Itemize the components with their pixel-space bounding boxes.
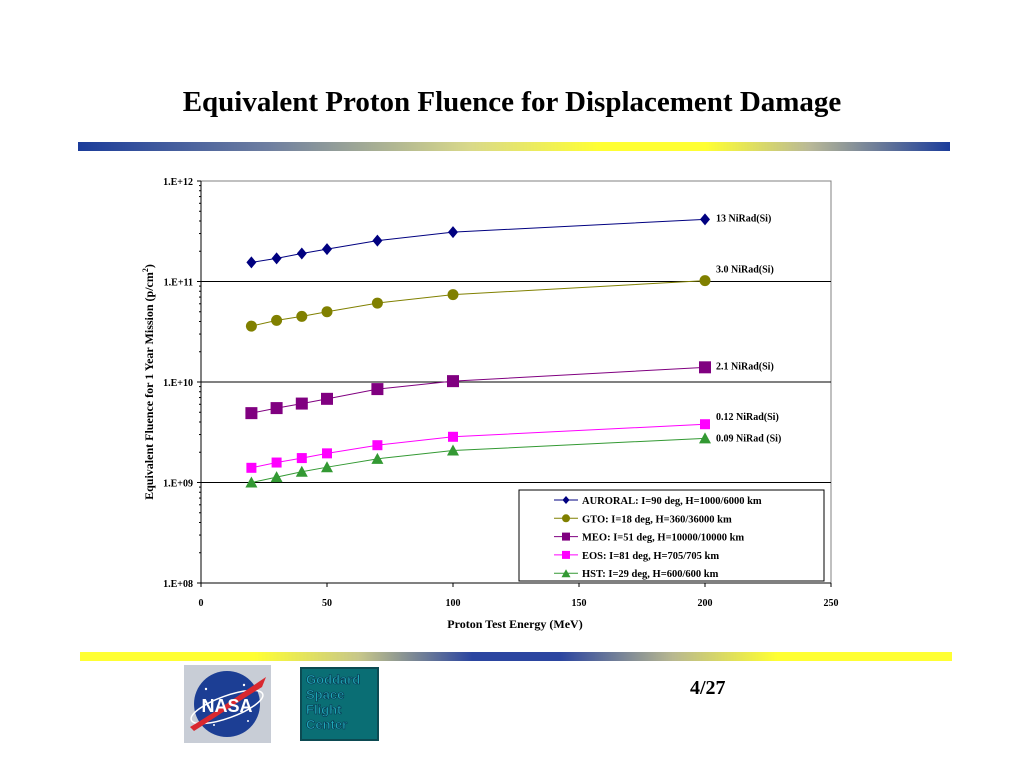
legend-marker	[562, 514, 570, 523]
data-point	[448, 431, 458, 442]
legend-marker	[562, 550, 570, 559]
top-divider-bar	[78, 142, 950, 151]
x-tick-label: 50	[322, 598, 332, 609]
series-line	[251, 280, 706, 327]
y-axis-label: Equivalent Fluence for 1 Year Mission (p…	[141, 264, 156, 500]
series-annotation: 0.09 NiRad (Si)	[716, 433, 781, 444]
series-annotation: 2.1 NiRad(Si)	[716, 361, 774, 372]
data-point	[321, 306, 333, 318]
legend-entry: EOS: I=81 deg, H=705/705 km	[582, 551, 719, 562]
data-point	[699, 361, 711, 374]
legend-entry: HST: I=29 deg, H=600/600 km	[582, 569, 719, 580]
y-tick-label: 1.E+12	[163, 177, 193, 188]
data-point	[700, 419, 710, 430]
x-tick-label: 200	[698, 598, 713, 609]
legend-entry: AURORAL: I=90 deg, H=1000/6000 km	[582, 496, 762, 507]
legend-entry: GTO: I=18 deg, H=360/36000 km	[582, 514, 732, 525]
gsfc-logo: Goddard Space Flight Center	[300, 667, 379, 741]
data-point	[447, 444, 459, 456]
data-point	[372, 234, 383, 247]
series-line	[251, 366, 706, 414]
data-point	[447, 289, 459, 301]
data-point	[295, 465, 308, 477]
gsfc-logo-text: Goddard Space Flight Center	[306, 672, 361, 733]
series-1: 3.0 NiRad(Si)	[245, 265, 774, 332]
nasa-logo-text: NASA	[201, 696, 252, 716]
y-tick-label: 1.E+10	[163, 378, 193, 389]
series-annotation: 3.0 NiRad(Si)	[716, 265, 774, 276]
data-point	[295, 397, 308, 410]
data-point	[371, 297, 383, 309]
data-point	[296, 310, 308, 322]
y-tick-label: 1.E+08	[163, 579, 193, 590]
data-point	[245, 476, 258, 488]
legend: AURORAL: I=90 deg, H=1000/6000 km GTO: I=…	[518, 489, 825, 582]
x-tick-label: 250	[824, 598, 839, 609]
data-point	[321, 461, 333, 473]
data-point	[246, 256, 257, 269]
data-point	[245, 407, 258, 420]
x-tick-label: 100	[446, 598, 461, 609]
legend-entry: MEO: I=51 deg, H=10000/10000 km	[582, 533, 744, 544]
data-point	[296, 247, 307, 260]
data-point	[321, 392, 333, 405]
data-point	[700, 213, 710, 226]
plot-area: 1.E+08 1.E+09 1.E+10 1.E+11 1.E+12 0 50 100 150 2…	[163, 177, 838, 609]
series-0: 13 NiRad(Si)	[246, 213, 771, 269]
data-point	[699, 275, 711, 287]
legend-marker	[561, 569, 571, 578]
x-axis-label: Proton Test Energy (MeV)	[447, 617, 582, 631]
page-number: 4/27	[690, 677, 726, 699]
bottom-divider-bar	[80, 652, 952, 661]
series-line	[251, 423, 706, 469]
series-annotation: 0.12 NiRad(Si)	[716, 412, 779, 423]
y-tick-label: 1.E+11	[164, 278, 193, 289]
y-tick-label: 1.E+09	[163, 479, 193, 490]
data-point	[270, 471, 283, 483]
data-point	[271, 314, 283, 326]
slide-title: Equivalent Proton Fluence for Displaceme…	[182, 86, 842, 118]
legend-marker	[562, 496, 570, 504]
data-point	[699, 432, 711, 444]
data-point	[372, 440, 383, 451]
data-point	[371, 383, 384, 396]
data-point	[271, 457, 282, 468]
series-2: 2.1 NiRad(Si)	[245, 361, 774, 420]
x-tick-label: 150	[572, 598, 587, 609]
series-line	[251, 218, 706, 263]
series-3: 0.12 NiRad(Si)	[246, 412, 779, 473]
nasa-logo: NASA	[184, 665, 271, 743]
data-point	[246, 462, 257, 473]
data-point	[371, 452, 384, 464]
series-line	[251, 437, 706, 483]
data-point	[271, 252, 282, 265]
data-point	[270, 402, 283, 415]
legend-marker	[562, 532, 570, 541]
x-tick-label: 0	[199, 598, 204, 609]
data-point	[448, 226, 458, 239]
data-point	[245, 320, 257, 332]
series-4: 0.09 NiRad (Si)	[245, 432, 781, 488]
data-point	[447, 375, 459, 388]
data-point	[322, 448, 332, 459]
series-annotation: 13 NiRad(Si)	[716, 213, 771, 224]
data-point	[296, 453, 307, 464]
data-point	[322, 243, 332, 256]
